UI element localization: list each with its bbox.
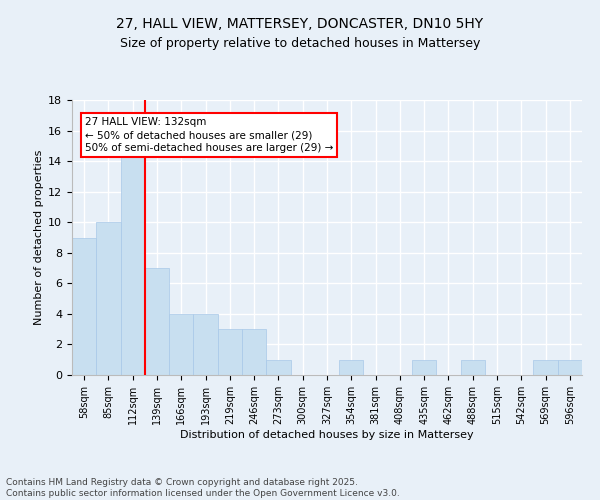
Bar	[72, 238, 96, 375]
X-axis label: Distribution of detached houses by size in Mattersey: Distribution of detached houses by size …	[180, 430, 474, 440]
Text: Contains HM Land Registry data © Crown copyright and database right 2025.
Contai: Contains HM Land Registry data © Crown c…	[6, 478, 400, 498]
Bar	[218, 329, 242, 375]
Bar	[533, 360, 558, 375]
Bar	[96, 222, 121, 375]
Bar	[412, 360, 436, 375]
Bar	[169, 314, 193, 375]
Bar	[193, 314, 218, 375]
Bar	[461, 360, 485, 375]
Bar	[558, 360, 582, 375]
Text: 27 HALL VIEW: 132sqm
← 50% of detached houses are smaller (29)
50% of semi-detac: 27 HALL VIEW: 132sqm ← 50% of detached h…	[85, 117, 333, 153]
Text: Size of property relative to detached houses in Mattersey: Size of property relative to detached ho…	[120, 38, 480, 51]
Bar	[339, 360, 364, 375]
Bar	[121, 146, 145, 375]
Y-axis label: Number of detached properties: Number of detached properties	[34, 150, 44, 325]
Text: 27, HALL VIEW, MATTERSEY, DONCASTER, DN10 5HY: 27, HALL VIEW, MATTERSEY, DONCASTER, DN1…	[116, 18, 484, 32]
Bar	[266, 360, 290, 375]
Bar	[242, 329, 266, 375]
Bar	[145, 268, 169, 375]
